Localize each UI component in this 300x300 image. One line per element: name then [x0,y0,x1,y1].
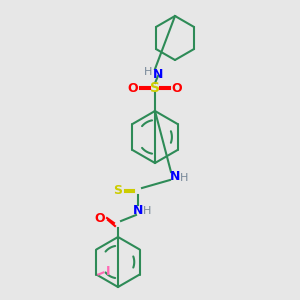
Text: N: N [133,203,143,217]
Text: H: H [143,206,151,216]
Text: S: S [113,184,122,197]
Text: S: S [150,81,160,95]
Text: N: N [170,170,180,184]
Text: O: O [128,82,138,94]
Text: O: O [172,82,182,94]
Text: O: O [95,212,105,224]
Text: H: H [144,67,152,77]
Text: I: I [106,265,111,278]
Text: N: N [153,68,163,80]
Text: H: H [180,173,188,183]
